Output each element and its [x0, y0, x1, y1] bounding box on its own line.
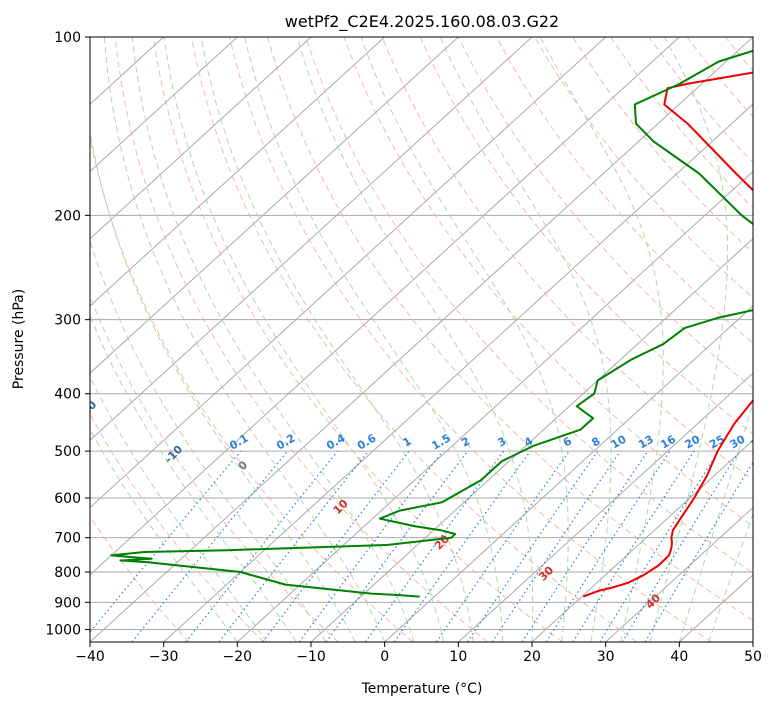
isotherm-line [90, 37, 680, 576]
x-tick-label: −40 [75, 649, 105, 665]
dry-adiabat [90, 515, 190, 642]
mixing-ratio-line [466, 450, 599, 642]
isotherm-line [90, 37, 753, 642]
dry-adiabat [90, 295, 339, 642]
y-tick-label: 200 [54, 208, 81, 224]
dry-adiabat [190, 37, 638, 642]
y-tick-label: 700 [54, 531, 81, 547]
axis-ticks: −40 −30 −20 −10 0 10 20 30 40 50 100 200 300 400 500 60… [45, 30, 762, 665]
isotherm-line [90, 37, 607, 509]
mixing-ratio-line [599, 450, 720, 642]
y-tick-label: 500 [54, 444, 81, 460]
dry-adiabat [90, 412, 264, 642]
moist-adiabat [678, 401, 753, 642]
isotherm-line [236, 170, 753, 642]
dry-adiabat-label: -20 [76, 398, 99, 421]
isotherm-line [163, 103, 753, 642]
isotherm-line [90, 37, 312, 240]
moist-adiabat [708, 513, 753, 642]
isotherm-line [531, 439, 753, 642]
y-tick-label: 600 [54, 491, 81, 507]
x-axis-label: Temperature (°C) [361, 681, 483, 697]
mixing-ratio-line [262, 450, 410, 642]
isotherm-line [90, 37, 386, 307]
mixing-ratio-line [435, 450, 570, 642]
moist-adiabat [360, 37, 569, 642]
moist-adiabat [90, 375, 268, 642]
x-tick-label: 10 [449, 649, 467, 665]
dry-adiabat [381, 37, 753, 481]
moist-adiabat [200, 37, 474, 642]
x-tick-label: 30 [597, 649, 615, 665]
moist-adiabat [296, 37, 534, 642]
y-tick-label: 300 [54, 313, 81, 329]
x-tick-label: 20 [523, 649, 541, 665]
dry-adiabat [229, 37, 712, 642]
plot-frame [89, 36, 754, 643]
mixing-ratio-line [131, 450, 289, 642]
y-tick-label: 900 [54, 595, 81, 611]
moist-adiabat [90, 314, 297, 642]
isotherm-line [457, 372, 753, 642]
moist-adiabat [90, 239, 327, 642]
dry-adiabat [305, 37, 753, 574]
isotherm-line [90, 37, 238, 173]
isotherm-line [90, 37, 533, 442]
y-tick-label: 800 [54, 565, 81, 581]
moist-adiabat [539, 37, 664, 642]
x-tick-label: 50 [744, 649, 762, 665]
dry-adiabat [114, 37, 488, 642]
y-tick-label: 400 [54, 387, 81, 403]
temperature-profile-line [582, 71, 753, 598]
mixing-ratio-line [572, 450, 695, 642]
mixing-ratio-line [644, 461, 753, 642]
moist-adiabats [90, 37, 753, 642]
dry-adiabat [457, 37, 753, 389]
isotherm-line [384, 305, 753, 642]
dry-adiabat [267, 37, 753, 622]
dry-adiabat [534, 37, 753, 299]
moist-adiabat [103, 37, 386, 642]
y-tick-label: 1000 [45, 622, 81, 638]
x-tick-label: −10 [296, 649, 326, 665]
moist-adiabat [90, 129, 356, 642]
mixing-ratio-line [521, 450, 649, 642]
mixing-ratio-line [491, 450, 621, 642]
mixing-ratio-line [621, 450, 740, 642]
dewpoint-profile-line [110, 49, 753, 598]
moist-adiabat [90, 428, 238, 642]
mixing-ratio-label: 36 [748, 432, 768, 451]
dry-adiabat [152, 37, 563, 642]
profiles [110, 49, 753, 598]
isotherm-line [90, 37, 459, 374]
chart-title: wetPf2_C2E4.2025.160.08.03.G22 [285, 12, 559, 32]
dry-adiabat [495, 37, 753, 344]
moist-adiabat [163, 37, 445, 642]
moist-adiabat [244, 37, 503, 642]
mixing-ratio-line [185, 450, 339, 642]
moist-adiabat [131, 37, 415, 642]
y-axis-label: Pressure (hPa) [11, 289, 27, 389]
mixing-ratio-line [545, 450, 671, 642]
moist-adiabat [649, 37, 728, 642]
x-tick-label: −20 [223, 649, 253, 665]
dry-adiabat [419, 37, 753, 435]
isotherm-line [605, 506, 753, 642]
x-tick-label: 40 [670, 649, 688, 665]
x-tick-label: 0 [380, 649, 389, 665]
mixing-ratio-lines [90, 450, 753, 642]
dry-adiabat [90, 135, 414, 642]
mixing-ratio-line [393, 450, 531, 642]
x-tick-label: −30 [149, 649, 179, 665]
moist-adiabat [439, 37, 612, 642]
y-tick-label: 100 [54, 30, 81, 46]
